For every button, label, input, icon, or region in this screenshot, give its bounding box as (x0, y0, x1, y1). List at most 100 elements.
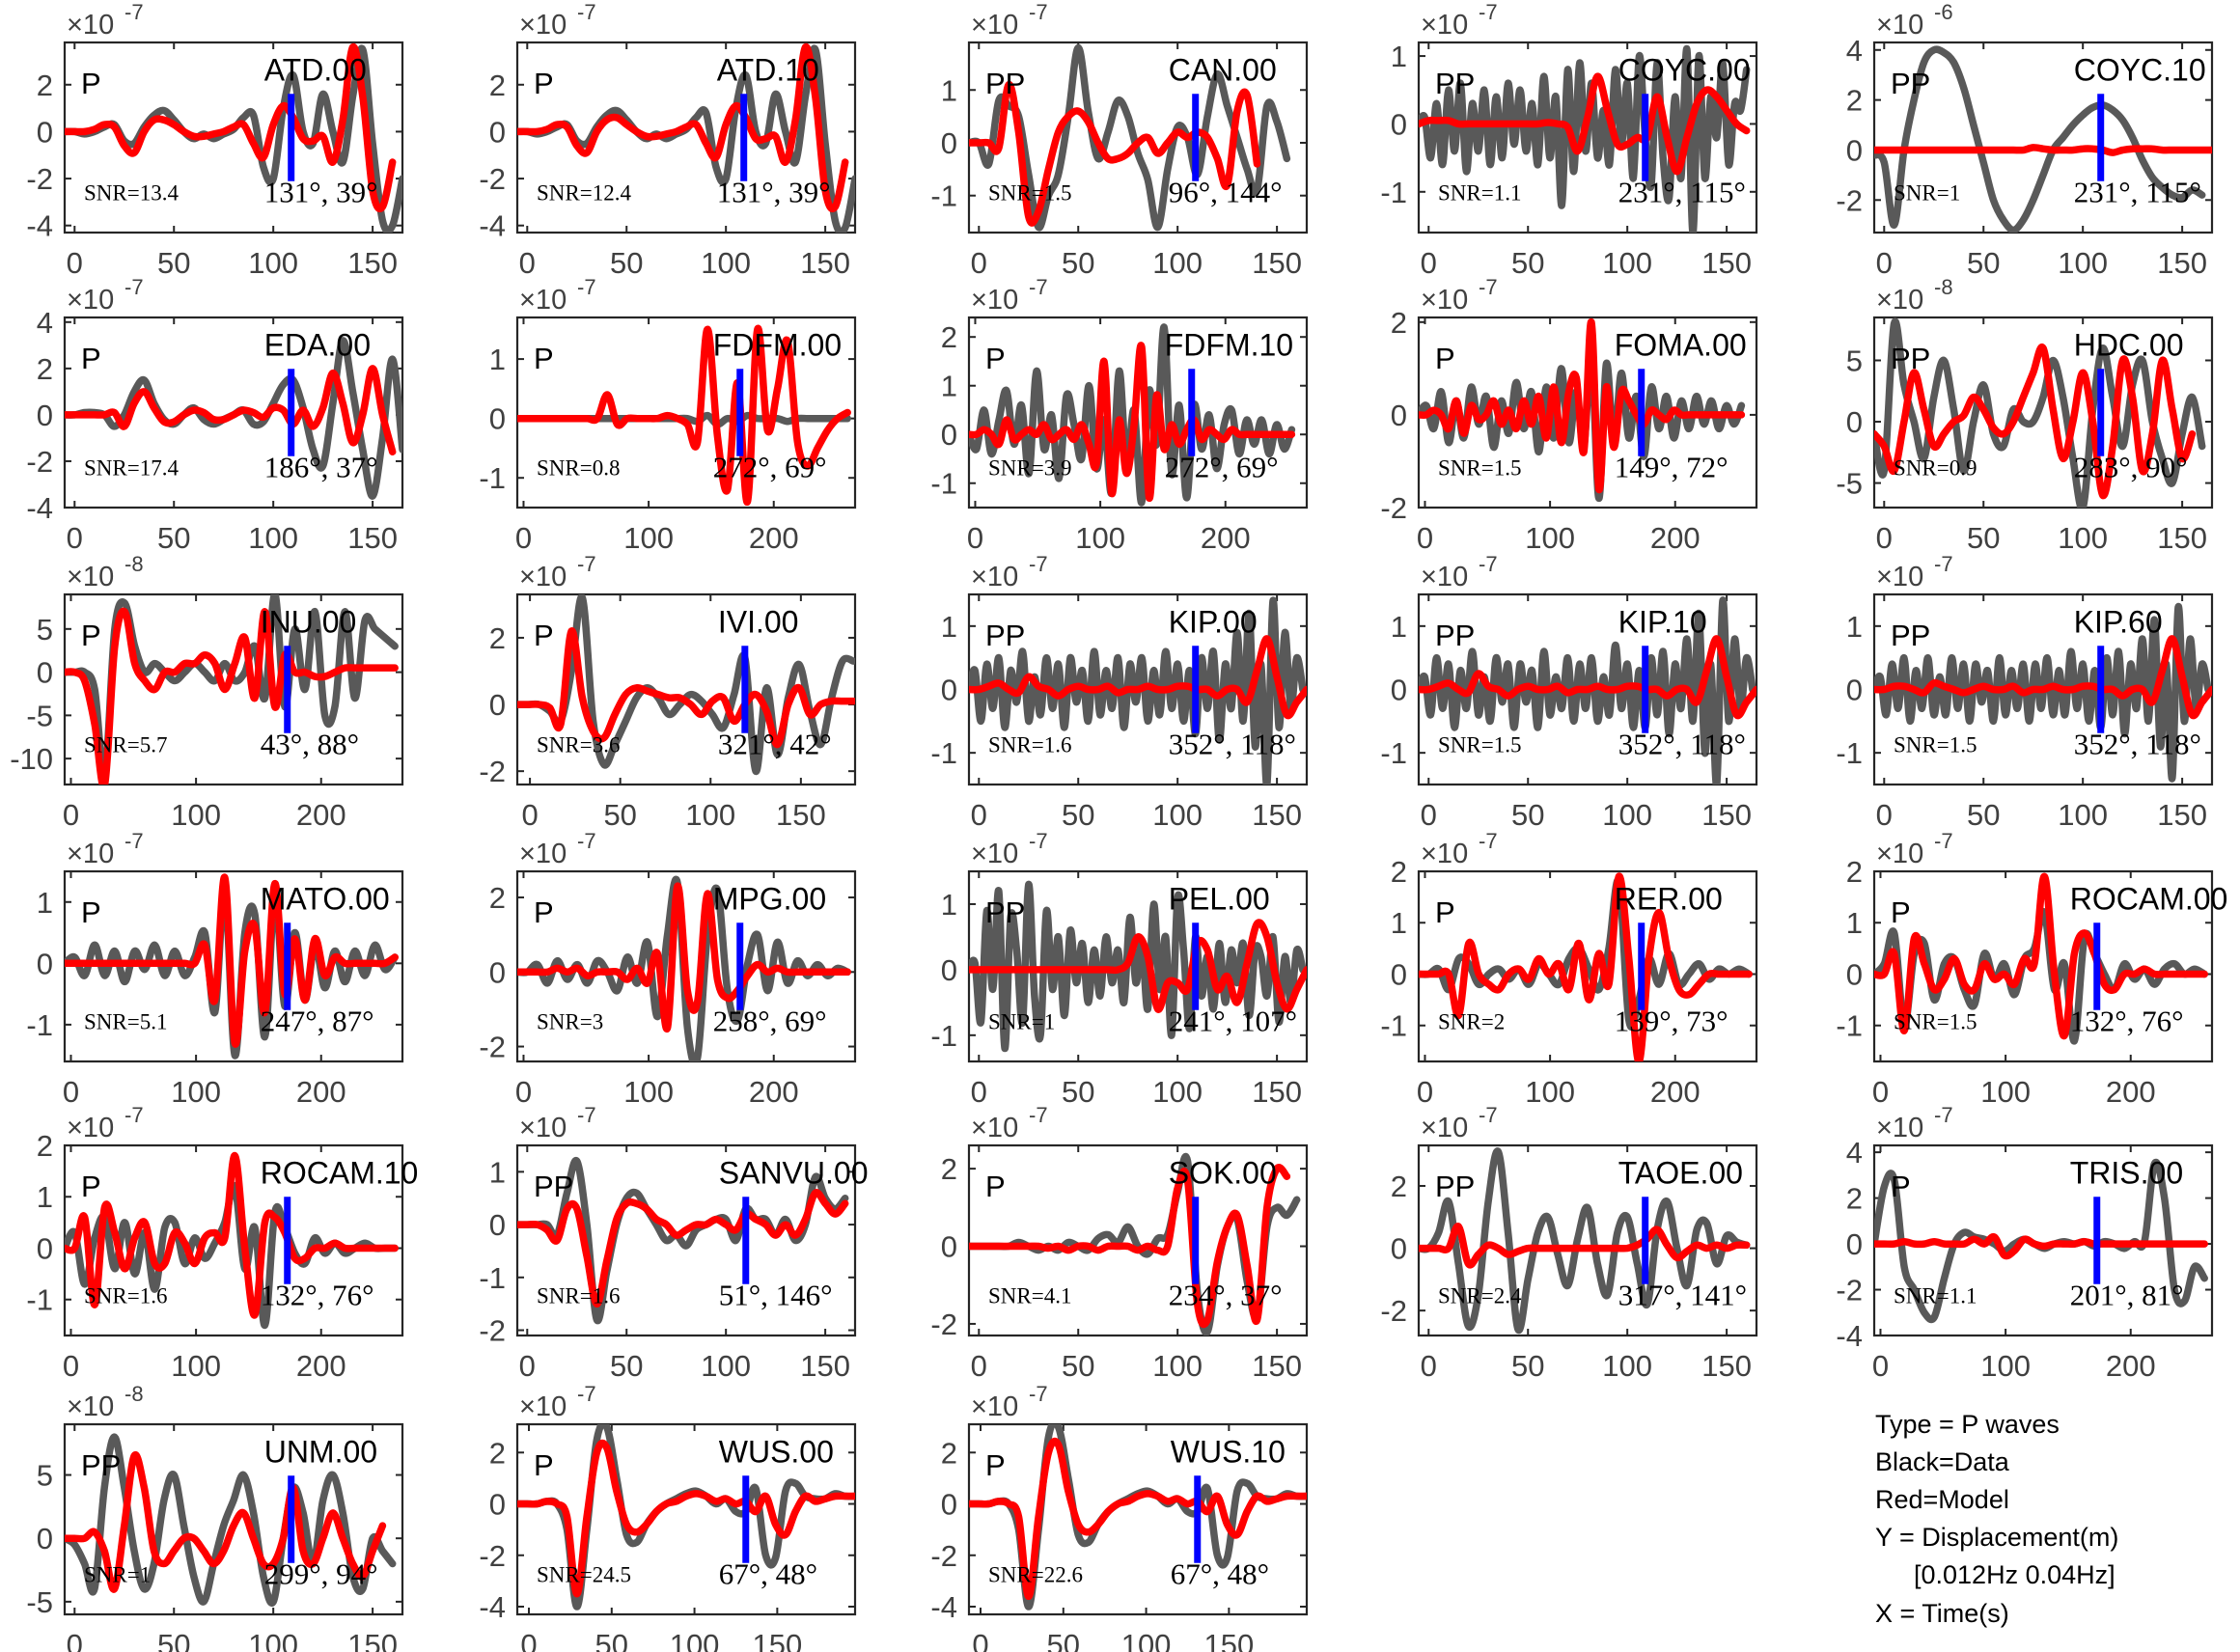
axis-multiplier: ×10 (1421, 839, 1468, 869)
axes-box (1872, 41, 2214, 234)
y-tick-label: 1 (1846, 906, 1863, 940)
axis-exponent: -7 (577, 552, 596, 576)
x-tick-label: 0 (1421, 1349, 1437, 1383)
x-tick-label: 0 (521, 798, 538, 832)
y-tick-label: 0 (941, 1488, 957, 1522)
x-tick-label: 150 (347, 521, 398, 555)
snr-label: SNR=0.9 (1894, 456, 1977, 481)
station-label: KIP.60 (2074, 604, 2163, 639)
subplot-fdfm-00: -1 0 1 0 100 200 ×10 -7 P FDFM.00 SNR=0.8 272°, 69° (479, 275, 857, 555)
x-tick-label: 0 (967, 521, 983, 555)
x-tick-label: 150 (347, 1628, 398, 1652)
traces (517, 324, 851, 506)
axis-multiplier: ×10 (1876, 1113, 1923, 1143)
axis-exponent: -7 (124, 1103, 144, 1127)
y-tick-label: 1 (1391, 610, 1407, 644)
station-label: ROCAM.00 (2070, 881, 2228, 916)
axis-multiplier: ×10 (1876, 562, 1923, 592)
snr-label: SNR=12.4 (537, 181, 631, 206)
station-label: RER.00 (1615, 881, 1723, 916)
x-tick-label: 100 (248, 246, 298, 280)
station-label: KIP.10 (1618, 604, 1707, 639)
x-tick-label: 100 (1075, 521, 1125, 555)
y-tick-label: -4 (26, 491, 53, 525)
y-tick-label: 0 (489, 1208, 506, 1242)
axis-exponent: -7 (577, 1103, 596, 1127)
phase-label: PP (534, 1170, 573, 1203)
model-trace (65, 607, 399, 785)
x-tick-label: 0 (1876, 246, 1893, 280)
phase-label: P (81, 619, 101, 652)
x-tick-label: 200 (1201, 521, 1251, 555)
phase-label: P (534, 895, 554, 929)
x-tick-label: 50 (1062, 246, 1094, 280)
x-tick-label: 150 (2157, 798, 2207, 832)
x-tick-label: 150 (1252, 1349, 1302, 1383)
traces (1419, 1147, 1751, 1335)
x-tick-label: 0 (515, 1075, 532, 1109)
phase-label: P (534, 342, 554, 375)
x-tick-label: 100 (701, 246, 751, 280)
model-trace (969, 1437, 1307, 1601)
axis-multiplier: ×10 (67, 1113, 114, 1143)
x-tick-label: 50 (1967, 521, 2000, 555)
x-tick-label: 100 (1525, 1075, 1575, 1109)
y-tick-label: 4 (1846, 34, 1863, 68)
model-trace (65, 1450, 387, 1593)
y-tick-label: -1 (930, 1019, 957, 1053)
x-tick-label: 50 (1047, 1628, 1080, 1652)
y-tick-label: 1 (941, 73, 957, 107)
y-tick-label: 0 (1846, 957, 1863, 991)
x-tick-label: 150 (1203, 1628, 1254, 1652)
axis-multiplier: ×10 (1876, 285, 1923, 316)
x-tick-label: 150 (1701, 246, 1752, 280)
angles-label: 139°, 73° (1615, 1004, 1728, 1037)
model-trace (1874, 144, 2212, 156)
snr-label: SNR=1.1 (1438, 181, 1521, 206)
x-tick-label: 100 (248, 1628, 298, 1652)
axis-multiplier: ×10 (519, 10, 567, 41)
axis-exponent: -7 (124, 829, 144, 853)
subplot-wus-10: -4 -2 0 2 0 50 100 150 ×10 -7 P WUS.10 SNR=22.6 67°, … (930, 1382, 1309, 1652)
axis-exponent: -7 (1479, 275, 1498, 299)
x-tick-label: 50 (157, 246, 190, 280)
y-tick-label: 0 (1846, 405, 1863, 439)
angles-label: 186°, 37° (264, 450, 378, 483)
data-trace (1874, 45, 2206, 233)
subplot-foma-00: -2 0 2 0 100 200 ×10 -7 P FOMA.00 SNR=1.5 149°, 72° (1380, 275, 1758, 555)
axis-exponent: -7 (1934, 1103, 1953, 1127)
axis-exponent: -7 (124, 0, 144, 24)
data-trace (1419, 876, 1753, 1031)
x-tick-label: 100 (248, 521, 298, 555)
x-tick-label: 100 (1152, 798, 1203, 832)
x-tick-label: 100 (685, 798, 735, 832)
angles-label: 67°, 48° (719, 1556, 817, 1590)
x-tick-label: 0 (972, 1628, 988, 1652)
axis-exponent: -7 (1029, 829, 1048, 853)
traces (969, 1424, 1307, 1611)
station-label: ATD.10 (717, 52, 819, 87)
snr-label: SNR=24.5 (537, 1563, 631, 1587)
x-tick-label: 0 (1421, 798, 1437, 832)
axis-multiplier: ×10 (67, 10, 114, 41)
traces (969, 43, 1291, 232)
y-tick-label: 0 (941, 1230, 957, 1264)
model-trace (65, 365, 397, 456)
snr-label: SNR=2 (1438, 1010, 1505, 1034)
y-tick-label: 2 (37, 352, 53, 386)
x-tick-label: 100 (623, 1075, 674, 1109)
x-tick-label: 0 (1872, 1075, 1889, 1109)
station-label: TAOE.00 (1618, 1155, 1743, 1190)
y-tick-label: 1 (37, 886, 53, 920)
traces (969, 323, 1296, 507)
x-tick-label: 100 (1152, 1349, 1203, 1383)
station-label: CAN.00 (1169, 52, 1277, 87)
x-tick-label: 150 (2157, 521, 2207, 555)
y-tick-label: -2 (479, 1314, 506, 1348)
subplot-rocam-10: -1 0 1 2 0 100 200 ×10 -7 P ROCAM.10 SNR=1.6 132°, 7… (26, 1103, 418, 1383)
station-label: HDC.00 (2074, 327, 2184, 362)
axis-multiplier: ×10 (67, 285, 114, 316)
y-tick-label: 1 (1391, 906, 1407, 940)
model-trace (517, 324, 851, 506)
angles-label: 258°, 69° (713, 1004, 827, 1037)
